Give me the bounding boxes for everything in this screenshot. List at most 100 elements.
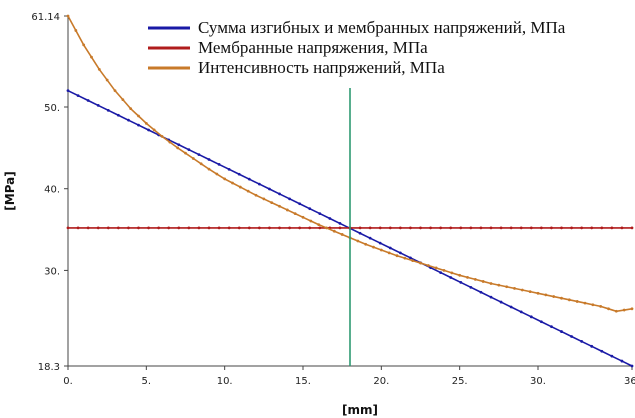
- legend-label: Интенсивность напряжений, МПа: [198, 58, 445, 77]
- data-point: [262, 197, 266, 201]
- data-point: [560, 226, 563, 230]
- data-point: [449, 276, 453, 279]
- data-point: [298, 226, 302, 230]
- data-point: [254, 193, 258, 197]
- data-point: [113, 89, 117, 93]
- data-point: [610, 354, 614, 358]
- data-point: [409, 256, 412, 260]
- data-point: [105, 78, 109, 82]
- data-point: [575, 300, 579, 303]
- data-point: [157, 226, 161, 230]
- data-point: [137, 114, 140, 118]
- data-point: [278, 226, 281, 230]
- data-point: [497, 283, 501, 287]
- data-point: [388, 226, 392, 230]
- y-tick-label: 61.14: [31, 12, 60, 23]
- data-point: [570, 335, 573, 338]
- data-point: [309, 219, 313, 223]
- data-point: [560, 296, 563, 300]
- y-tick-label: 18.3: [38, 362, 60, 373]
- data-point: [86, 226, 90, 230]
- data-point: [552, 295, 556, 298]
- x-axis-label: [mm]: [342, 403, 378, 417]
- data-point: [217, 163, 221, 166]
- data-point: [147, 226, 150, 230]
- data-point: [288, 226, 291, 230]
- data-point: [247, 177, 251, 181]
- data-point: [332, 229, 336, 233]
- data-point: [426, 264, 430, 267]
- data-point: [301, 215, 305, 219]
- data-point: [489, 226, 493, 230]
- data-point: [489, 295, 493, 299]
- data-point: [121, 98, 125, 102]
- data-point: [66, 89, 70, 93]
- data-point: [630, 226, 634, 230]
- data-point: [509, 305, 513, 309]
- series-2: [66, 14, 634, 313]
- x-tick-label: 36.: [624, 376, 635, 387]
- data-point: [620, 359, 624, 363]
- data-point: [278, 204, 281, 208]
- data-point: [528, 290, 532, 294]
- data-point: [450, 271, 454, 275]
- data-point: [429, 226, 432, 230]
- data-point: [325, 226, 328, 230]
- data-point: [338, 226, 342, 230]
- y-tick-label: 40.: [44, 185, 60, 196]
- data-point: [620, 226, 624, 230]
- data-point: [207, 226, 211, 230]
- data-point: [567, 298, 571, 302]
- legend-label: Мембранные напряжения, МПа: [198, 38, 428, 57]
- data-point: [520, 288, 524, 292]
- data-point: [191, 157, 195, 160]
- data-point: [167, 226, 171, 230]
- data-point: [137, 226, 140, 230]
- data-point: [106, 108, 110, 112]
- data-point: [247, 226, 251, 230]
- data-point: [539, 226, 543, 230]
- legend-label: Сумма изгибных и мембранных напряжений, …: [198, 18, 566, 37]
- data-point: [257, 226, 261, 230]
- data-point: [379, 248, 383, 252]
- data-point: [76, 94, 80, 97]
- data-point: [599, 304, 603, 308]
- data-point: [90, 55, 93, 59]
- data-point: [215, 172, 219, 176]
- data-point: [358, 231, 362, 235]
- data-point: [317, 223, 321, 227]
- data-point: [398, 251, 402, 255]
- data-point: [308, 207, 312, 211]
- data-point: [285, 208, 289, 212]
- data-point: [469, 285, 473, 289]
- data-point: [466, 275, 469, 279]
- data-point: [387, 251, 391, 255]
- data-point: [439, 226, 443, 230]
- data-point: [217, 226, 221, 230]
- data-point: [66, 226, 70, 230]
- ticks-layer: 0. 5. 10. 15. 20. 25. 30. 36. 18.3 30. 40. 50. 61.14: [31, 12, 635, 387]
- data-point: [509, 226, 513, 230]
- data-point: [489, 282, 493, 285]
- y-tick-label: 50.: [44, 103, 60, 114]
- data-point: [600, 226, 604, 230]
- data-point: [238, 185, 242, 189]
- data-point: [403, 256, 407, 260]
- data-point: [116, 226, 120, 230]
- data-point: [356, 239, 360, 243]
- data-point: [82, 43, 86, 47]
- data-point: [434, 266, 438, 270]
- data-point: [469, 226, 473, 230]
- data-point: [368, 226, 372, 230]
- data-point: [223, 177, 227, 181]
- x-tick-label: 25.: [452, 376, 468, 387]
- data-point: [550, 226, 553, 230]
- data-point: [177, 143, 181, 147]
- data-point: [536, 291, 540, 295]
- data-point: [207, 167, 211, 171]
- data-point: [227, 226, 231, 230]
- data-point: [340, 233, 344, 236]
- data-point: [86, 99, 90, 102]
- x-tick-label: 0.: [63, 376, 73, 387]
